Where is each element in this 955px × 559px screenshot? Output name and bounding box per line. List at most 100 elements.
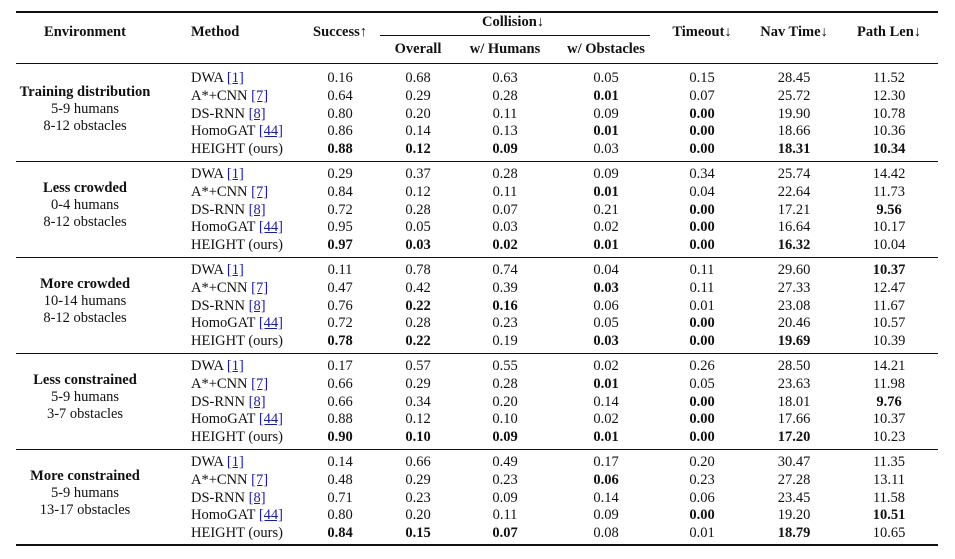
value-cell: 12.30 [872, 87, 906, 104]
citation-link[interactable]: [44] [258, 507, 283, 524]
header-collision: Collision↓ [481, 14, 545, 30]
value-cell: 0.11 [492, 105, 518, 122]
value-cell: 14.21 [872, 358, 906, 374]
method-name: DS-RNN [191, 201, 249, 218]
value-cell: 0.01 [689, 297, 715, 314]
value-cell: 0.78 [405, 262, 431, 278]
value-cell: 10.65 [872, 525, 906, 542]
value-cell: 0.00 [689, 393, 715, 410]
value-cell: 0.16 [327, 70, 353, 86]
value-cell: 0.01 [593, 123, 619, 140]
citation-link[interactable]: [8] [248, 201, 266, 218]
value-cell: 17.21 [777, 201, 811, 218]
citation-link[interactable]: [44] [258, 219, 283, 236]
value-cell: 0.71 [327, 489, 353, 506]
value-cell: 22.64 [777, 183, 811, 200]
value-cell: 16.64 [777, 219, 811, 236]
citation-link[interactable]: [1] [226, 70, 244, 86]
value-cell: 0.23 [492, 471, 518, 488]
header-humans: w/ Humans [469, 41, 541, 57]
value-cell: 0.86 [327, 123, 353, 140]
citation-link[interactable]: [7] [251, 375, 269, 392]
citation-link[interactable]: [8] [248, 393, 266, 410]
method-name: A*+CNN [191, 279, 252, 296]
value-cell: 0.09 [593, 166, 619, 182]
value-cell: 0.03 [492, 219, 518, 236]
value-cell: 0.84 [327, 525, 353, 542]
value-cell: 10.34 [872, 141, 906, 158]
value-cell: 0.00 [689, 429, 715, 446]
method-cell: A*+CNN [7] [191, 88, 268, 105]
value-cell: 10.23 [872, 429, 906, 446]
method-cell: DS-RNN [8] [191, 490, 266, 507]
method-name: HomoGAT [191, 219, 259, 236]
citation-link[interactable]: [1] [226, 358, 244, 374]
value-cell: 13.11 [872, 471, 906, 488]
value-cell: 0.00 [689, 411, 715, 428]
method-name: DS-RNN [191, 393, 249, 410]
method-name: HomoGAT [191, 123, 259, 140]
value-cell: 0.01 [593, 375, 619, 392]
method-cell: DS-RNN [8] [191, 394, 266, 411]
value-cell: 0.00 [689, 315, 715, 332]
value-cell: 18.66 [777, 123, 811, 140]
citation-link[interactable]: [7] [251, 471, 269, 488]
citation-link[interactable]: [8] [248, 105, 266, 122]
environment-name: Less crowded [43, 180, 127, 196]
value-cell: 10.17 [872, 219, 906, 236]
value-cell: 17.20 [777, 429, 811, 446]
method-name: A*+CNN [191, 471, 252, 488]
method-name: DWA [191, 454, 227, 470]
environment-detail: 5-9 humans [50, 389, 120, 405]
citation-link[interactable]: [1] [226, 166, 244, 182]
value-cell: 11.98 [872, 375, 906, 392]
citation-link[interactable]: [8] [248, 489, 266, 506]
header-timeout: Timeout↓ [672, 24, 732, 40]
value-cell: 0.28 [405, 201, 431, 218]
value-cell: 0.14 [593, 489, 619, 506]
value-cell: 0.19 [492, 333, 518, 350]
value-cell: 0.11 [689, 279, 715, 296]
value-cell: 0.22 [405, 297, 431, 314]
value-cell: 0.63 [492, 70, 518, 86]
citation-link[interactable]: [1] [226, 262, 244, 278]
value-cell: 0.01 [593, 183, 619, 200]
value-cell: 0.28 [492, 166, 518, 182]
value-cell: 0.14 [593, 393, 619, 410]
method-cell: DWA [1] [191, 454, 244, 471]
value-cell: 9.76 [876, 393, 902, 410]
value-cell: 28.45 [777, 70, 811, 86]
value-cell: 0.80 [327, 507, 353, 524]
value-cell: 0.14 [405, 123, 431, 140]
value-cell: 0.10 [492, 411, 518, 428]
value-cell: 0.39 [492, 279, 518, 296]
method-cell: DWA [1] [191, 262, 244, 279]
environment-name: Less constrained [33, 372, 137, 388]
citation-link[interactable]: [7] [251, 183, 269, 200]
value-cell: 19.20 [777, 507, 811, 524]
value-cell: 0.66 [327, 393, 353, 410]
citation-link[interactable]: [7] [251, 279, 269, 296]
citation-link[interactable]: [1] [226, 454, 244, 470]
value-cell: 0.55 [492, 358, 518, 374]
value-cell: 0.72 [327, 315, 353, 332]
environment-detail: 8-12 obstacles [43, 118, 127, 134]
method-name: HomoGAT [191, 315, 259, 332]
value-cell: 0.09 [593, 507, 619, 524]
value-cell: 0.04 [593, 262, 619, 278]
method-cell: A*+CNN [7] [191, 376, 268, 393]
method-cell: HomoGAT [44] [191, 411, 283, 428]
citation-link[interactable]: [44] [258, 411, 283, 428]
environment-detail: 0-4 humans [50, 197, 120, 213]
environment-detail: 3-7 obstacles [46, 406, 124, 422]
value-cell: 0.66 [405, 454, 431, 470]
value-cell: 0.06 [593, 297, 619, 314]
citation-link[interactable]: [44] [258, 315, 283, 332]
method-name: HEIGHT (ours) [191, 141, 283, 158]
value-cell: 0.11 [492, 507, 518, 524]
citation-link[interactable]: [7] [251, 87, 269, 104]
value-cell: 0.03 [593, 279, 619, 296]
citation-link[interactable]: [8] [248, 297, 266, 314]
citation-link[interactable]: [44] [258, 123, 283, 140]
method-name: HEIGHT (ours) [191, 525, 283, 542]
